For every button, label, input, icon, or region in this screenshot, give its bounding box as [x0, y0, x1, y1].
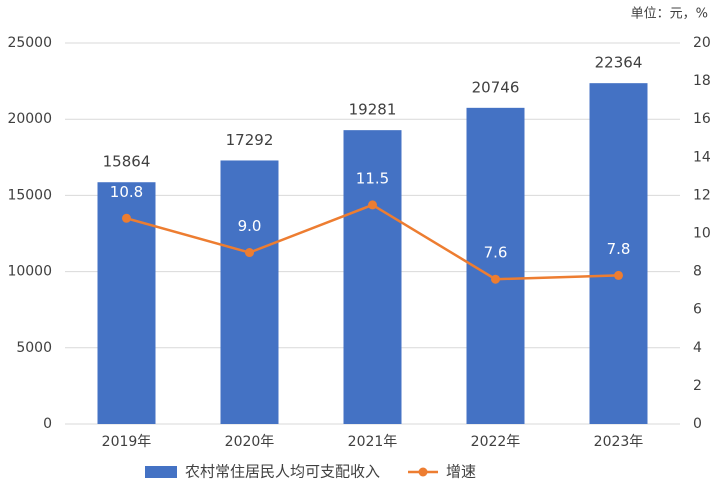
x-tick-label: 2019年: [102, 434, 152, 450]
y2-tick-label: 10: [693, 226, 711, 242]
y2-tick-label: 16: [693, 111, 711, 127]
bar-value-label: 19281: [349, 101, 397, 119]
line-point: [122, 213, 131, 223]
y2-tick-label: 12: [693, 187, 711, 203]
bar-value-label: 17292: [226, 131, 274, 149]
bar: [589, 83, 648, 424]
line-point: [491, 274, 500, 284]
y-tick-label: 25000: [7, 35, 52, 51]
line-value-label: 9.0: [238, 217, 262, 235]
x-tick-label: 2022年: [471, 434, 521, 450]
line-point: [368, 200, 377, 210]
legend-label: 增速: [446, 463, 476, 481]
y-tick-label: 20000: [7, 111, 52, 127]
bar-value-label: 15864: [103, 153, 151, 171]
line-point: [614, 270, 623, 280]
y2-tick-label: 2: [693, 378, 702, 394]
x-tick-label: 2021年: [348, 434, 398, 450]
line-value-label: 7.6: [484, 244, 508, 262]
y-tick-label: 10000: [7, 264, 52, 280]
legend-swatch: [145, 466, 177, 478]
line-value-label: 7.8: [607, 240, 631, 258]
y-tick-label: 0: [43, 416, 52, 432]
y-tick-label: 15000: [7, 187, 52, 203]
bar: [466, 107, 525, 424]
y2-tick-label: 18: [693, 73, 711, 89]
line-value-label: 11.5: [356, 169, 389, 187]
legend-marker: [418, 467, 428, 477]
legend-label: 农村常住居民人均可支配收入: [185, 463, 380, 481]
x-tick-label: 2023年: [594, 434, 644, 450]
line-value-label: 10.8: [110, 183, 143, 201]
bar: [343, 130, 402, 424]
y-tick-label: 5000: [16, 340, 52, 356]
bar-value-label: 22364: [595, 54, 643, 72]
y2-tick-label: 6: [693, 302, 702, 318]
y2-tick-label: 0: [693, 416, 702, 432]
x-tick-label: 2020年: [225, 434, 275, 450]
y2-tick-label: 20: [693, 35, 711, 51]
line-point: [245, 248, 254, 258]
y2-tick-label: 4: [693, 340, 702, 356]
bar: [220, 160, 279, 425]
y2-tick-label: 8: [693, 264, 702, 280]
y2-tick-label: 14: [693, 149, 711, 165]
bar-value-label: 20746: [472, 78, 520, 96]
unit-label: 单位：元，%: [631, 7, 708, 22]
